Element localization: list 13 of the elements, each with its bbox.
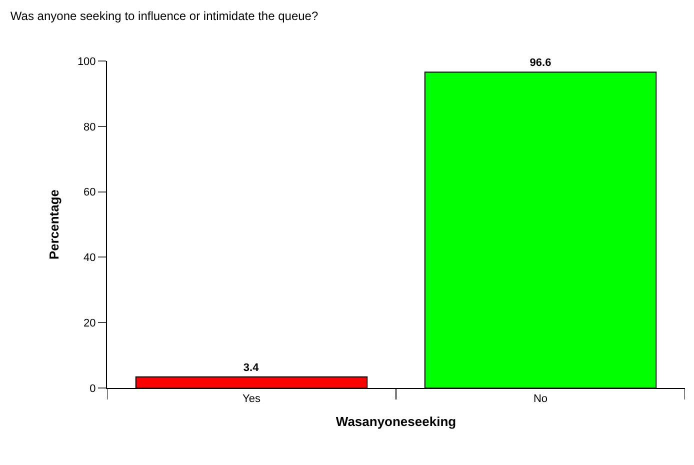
y-tick-label: 60	[84, 186, 96, 199]
y-axis-title: Percentage	[46, 189, 62, 260]
y-tick-label: 0	[90, 382, 96, 395]
x-tick-label: No	[533, 393, 548, 406]
data-label: 96.6	[530, 57, 552, 70]
chart-title: Was anyone seeking to influence or intimidate the queue?	[10, 9, 318, 24]
x-tick-label: Yes	[242, 393, 261, 406]
y-tick-label: 80	[84, 121, 96, 134]
x-axis-title: Wasanyoneseeking	[336, 414, 456, 429]
y-tick-label: 20	[84, 317, 96, 330]
data-label: 3.4	[243, 362, 260, 374]
y-tick-label: 40	[84, 252, 96, 264]
y-tick-label: 100	[77, 56, 96, 68]
